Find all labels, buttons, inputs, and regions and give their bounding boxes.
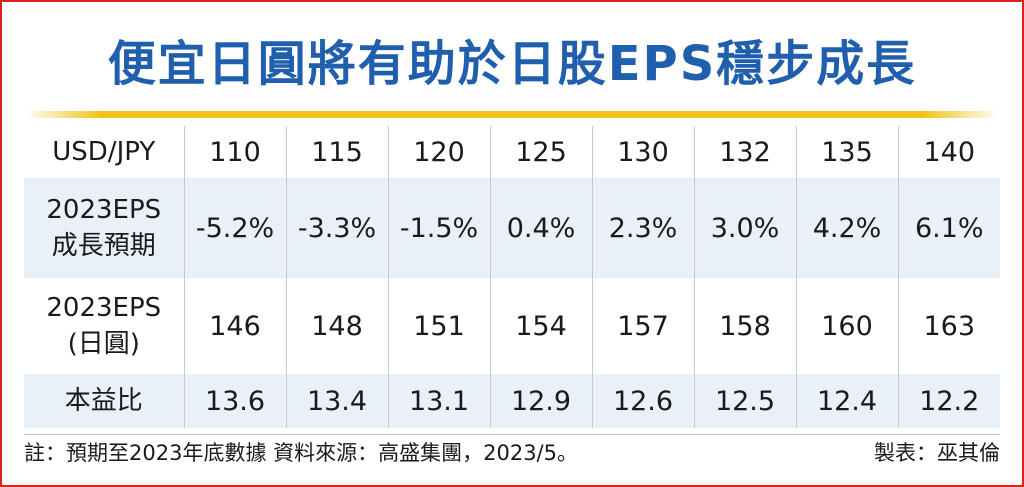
pe-cell: 12.5 bbox=[693, 374, 796, 428]
pe-cell: 13.6 bbox=[183, 374, 286, 428]
eps-jpy-cell: 148 bbox=[285, 278, 388, 374]
usd-jpy-cell: 132 bbox=[693, 126, 796, 178]
pe-cell: 12.9 bbox=[489, 374, 592, 428]
row-usd-jpy: USD/JPY 110 115 120 125 130 132 135 140 bbox=[24, 126, 1000, 178]
page-title: 便宜日圓將有助於日股EPS穩步成長 bbox=[107, 36, 917, 92]
usd-jpy-cell: 140 bbox=[897, 126, 1000, 178]
pe-cell: 13.1 bbox=[387, 374, 490, 428]
data-table: USD/JPY 110 115 120 125 130 132 135 140 … bbox=[24, 126, 1000, 428]
footer: 註：預期至2023年底數據 資料來源：高盛集團，2023/5。 製表：巫其倫 bbox=[24, 434, 1000, 465]
row-label-usd-jpy: USD/JPY bbox=[52, 137, 156, 167]
usd-jpy-cell: 125 bbox=[489, 126, 592, 178]
label-line: 2023EPS bbox=[46, 293, 162, 323]
row-eps-jpy: 2023EPS (日圓) 146 148 151 154 157 158 160… bbox=[24, 278, 1000, 374]
title-divider bbox=[24, 111, 1000, 118]
usd-jpy-cell: 115 bbox=[285, 126, 388, 178]
eps-jpy-cell: 154 bbox=[489, 278, 592, 374]
usd-jpy-cell: 110 bbox=[183, 126, 286, 178]
label-line: 2023EPS bbox=[46, 195, 162, 225]
eps-jpy-cell: 157 bbox=[591, 278, 694, 374]
eps-jpy-cell: 146 bbox=[183, 278, 286, 374]
pe-cell: 12.6 bbox=[591, 374, 694, 428]
usd-jpy-cell: 135 bbox=[795, 126, 898, 178]
eps-growth-cell: 6.1% bbox=[897, 178, 1000, 278]
row-eps-growth: 2023EPS 成長預期 -5.2% -3.3% -1.5% 0.4% 2.3%… bbox=[24, 178, 1000, 278]
eps-growth-cell: -3.3% bbox=[285, 178, 388, 278]
eps-growth-cell: -1.5% bbox=[387, 178, 490, 278]
credit-line: 製表：巫其倫 bbox=[874, 441, 1000, 465]
eps-growth-cell: 2.3% bbox=[591, 178, 694, 278]
eps-jpy-cell: 151 bbox=[387, 278, 490, 374]
source-note: 註：預期至2023年底數據 資料來源：高盛集團，2023/5。 bbox=[24, 441, 578, 465]
pe-cell: 13.4 bbox=[285, 374, 388, 428]
pe-cell: 12.2 bbox=[897, 374, 1000, 428]
label-line: (日圓) bbox=[67, 329, 140, 359]
label-line: 成長預期 bbox=[51, 231, 156, 261]
eps-jpy-cell: 163 bbox=[897, 278, 1000, 374]
row-label-eps-growth: 2023EPS 成長預期 bbox=[24, 178, 184, 278]
row-label-eps-jpy: 2023EPS (日圓) bbox=[24, 278, 184, 374]
eps-jpy-cell: 160 bbox=[795, 278, 898, 374]
eps-growth-cell: 3.0% bbox=[693, 178, 796, 278]
pe-cell: 12.4 bbox=[795, 374, 898, 428]
usd-jpy-cell: 130 bbox=[591, 126, 694, 178]
usd-jpy-cell: 120 bbox=[387, 126, 490, 178]
eps-growth-cell: 0.4% bbox=[489, 178, 592, 278]
row-label-pe: 本益比 bbox=[24, 374, 184, 428]
eps-growth-cell: 4.2% bbox=[795, 178, 898, 278]
eps-growth-cell: -5.2% bbox=[183, 178, 286, 278]
eps-jpy-cell: 158 bbox=[693, 278, 796, 374]
row-pe: 本益比 13.6 13.4 13.1 12.9 12.6 12.5 12.4 1… bbox=[24, 374, 1000, 428]
